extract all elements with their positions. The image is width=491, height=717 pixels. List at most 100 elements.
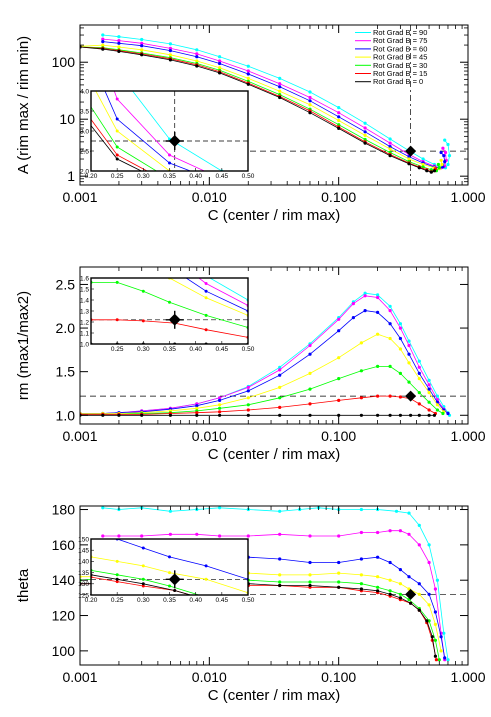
- series-4-point: [427, 400, 431, 404]
- series-6-group: [80, 45, 436, 174]
- inset-series-4-point: [141, 577, 145, 581]
- series-6-point: [117, 49, 121, 54]
- inset-y-tick-label: 1.4: [80, 297, 89, 304]
- series-4-point: [398, 592, 402, 596]
- series-0-point: [446, 658, 450, 662]
- legend-label: Rot Grad B = 60: [373, 44, 427, 53]
- series-3-point: [407, 361, 411, 365]
- series-3-point: [398, 582, 402, 586]
- series-4-point: [398, 371, 402, 375]
- inset-series-1-point: [3, 285, 6, 288]
- series-6-point: [195, 413, 199, 417]
- inset-series-6-point: [3, 567, 6, 570]
- series-4-group: [80, 364, 445, 416]
- inset-series-6-point: [115, 577, 119, 581]
- plot-frame: [79, 24, 469, 186]
- series-6-point: [337, 413, 341, 417]
- inset-x-tick-label: 0.25: [111, 173, 124, 180]
- legend-label: Rot Grad B = 45: [373, 53, 427, 62]
- inset-series-1-point: [142, 497, 145, 500]
- series-6-point: [218, 71, 222, 75]
- series-0-point: [101, 506, 105, 510]
- series-1-point: [337, 317, 341, 321]
- series-6-point: [425, 619, 429, 623]
- series-2-point: [363, 309, 367, 313]
- legend-label: Rot Grad B = 90: [373, 28, 427, 37]
- series-3-point: [439, 158, 443, 162]
- series-1-point: [433, 587, 437, 591]
- inset-series-4-point: [141, 289, 145, 293]
- series-1-point: [363, 294, 367, 298]
- y-tick-label: 1.5: [56, 364, 76, 380]
- series-3-point: [308, 573, 312, 577]
- y-tick-label: 100: [52, 54, 76, 70]
- series-0-point: [168, 509, 172, 513]
- series-3-point: [195, 59, 199, 63]
- panel-theta-vs-C: 0.001 0.010 0.100 1.000 C (center / rim max)…: [3, 475, 486, 704]
- inset-series-5-point: [257, 202, 260, 205]
- series-1-point: [443, 150, 448, 155]
- series-6-point: [278, 95, 282, 100]
- inset-series-0-point: [288, 318, 291, 321]
- series-0-point: [442, 631, 446, 635]
- series-3-point: [101, 43, 105, 47]
- series-6-point: [337, 126, 341, 130]
- series-5-point: [434, 658, 438, 662]
- inset-x-tick-label: 0.25: [111, 346, 124, 353]
- series-1-point: [427, 560, 431, 565]
- series-0-point: [394, 509, 399, 513]
- inset-series-3-point: [63, 251, 66, 254]
- inset-series-2-point: [330, 178, 333, 181]
- inset-y-tick-label: 3.5: [80, 108, 89, 115]
- series-0-point: [388, 137, 392, 141]
- series-3-group: [80, 332, 446, 416]
- inset-series-1-point: [116, 211, 119, 214]
- inset-series-3-point: [309, 650, 312, 653]
- series-6-point: [363, 141, 367, 145]
- series-6-point: [388, 592, 392, 596]
- legend-label: Rot Grad B = 75: [373, 36, 427, 45]
- inset-series-2-point: [37, 538, 40, 541]
- series-3-point: [376, 575, 380, 579]
- series-1-point: [407, 532, 411, 536]
- series-2-point: [337, 329, 341, 333]
- inset-series-5-point: [141, 584, 145, 588]
- inset-series-3-point: [204, 296, 208, 300]
- inset-series-2-line: [185, 278, 248, 312]
- series-5-point: [218, 410, 222, 414]
- series-0-point: [446, 142, 450, 147]
- inset-series-0-point: [205, 491, 208, 494]
- inset-series-5-point: [273, 200, 276, 203]
- series-6-point: [398, 413, 402, 417]
- series-2-point: [388, 322, 392, 326]
- series-3-point: [417, 377, 421, 381]
- inset-series-0-point: [116, 205, 119, 208]
- inset-series-4-point: [288, 336, 291, 339]
- series-1-point: [278, 82, 282, 86]
- inset-series-1-point: [168, 153, 171, 157]
- inset-series-3-point: [141, 564, 145, 568]
- series-3-point: [388, 336, 392, 341]
- inset-series-4-point: [37, 562, 40, 565]
- y-tick-label: 2.5: [56, 276, 76, 292]
- inset-series-0-point: [168, 475, 171, 478]
- series-3-point: [363, 133, 367, 137]
- series-1-line: [102, 530, 446, 660]
- series-1-point: [308, 95, 312, 100]
- inset-series-0-point: [351, 106, 354, 109]
- series-1-point: [278, 368, 282, 372]
- series-3-point: [168, 53, 172, 57]
- inset-series-6-group: [91, 124, 143, 171]
- inset-series-0-point: [273, 186, 276, 189]
- inset-series-4-point: [115, 573, 119, 577]
- inset-series-1-point: [325, 335, 328, 338]
- series-2-point: [388, 560, 392, 565]
- inset-x-tick-label: 0.25: [111, 597, 124, 604]
- series-3-point: [435, 403, 439, 407]
- inset-series-1-point: [168, 502, 171, 505]
- series-3-point: [246, 396, 250, 400]
- inset-series-2-point: [325, 336, 328, 339]
- inset-series-5-point: [37, 569, 40, 572]
